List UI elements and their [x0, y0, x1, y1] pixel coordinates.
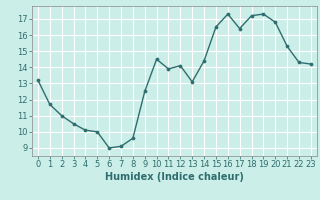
X-axis label: Humidex (Indice chaleur): Humidex (Indice chaleur) [105, 172, 244, 182]
